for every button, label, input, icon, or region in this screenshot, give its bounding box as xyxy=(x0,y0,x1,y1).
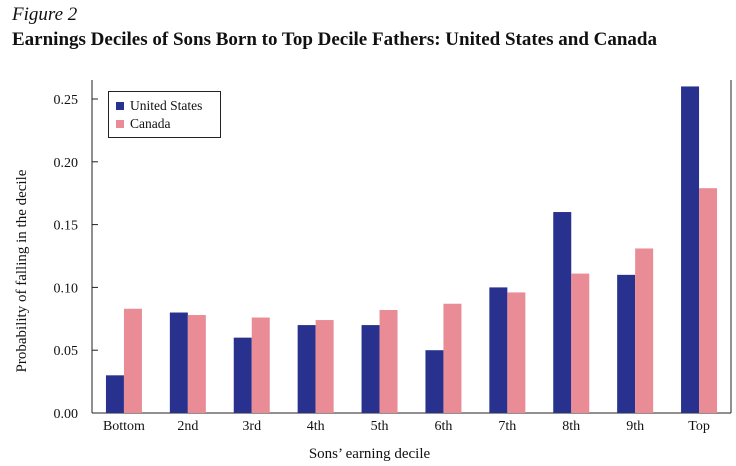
x-tick-label: 6th xyxy=(435,419,453,434)
x-tick-label: 9th xyxy=(626,419,644,434)
legend-label: United States xyxy=(130,98,203,113)
bar-canada-top xyxy=(699,188,718,413)
y-tick-label: 0.20 xyxy=(54,156,79,171)
legend-item-united-states: United States xyxy=(116,97,213,115)
bar-united-states-7th xyxy=(489,287,508,413)
figure-label: Figure 2 xyxy=(12,4,78,25)
bar-canada-3rd xyxy=(251,317,270,413)
bar-canada-2nd xyxy=(187,315,206,413)
bar-canada-5th xyxy=(379,310,398,413)
y-axis-label: Probability of falling in the decile xyxy=(14,169,30,372)
bar-united-states-4th xyxy=(297,325,316,413)
legend-label: Canada xyxy=(130,116,171,131)
legend-swatch-united-states xyxy=(116,102,124,110)
bar-canada-9th xyxy=(635,248,654,413)
y-tick-label: 0.05 xyxy=(54,344,79,359)
x-tick-label: 7th xyxy=(498,419,516,434)
x-tick-label: 8th xyxy=(562,419,580,434)
bar-canada-4th xyxy=(315,320,334,413)
bar-canada-8th xyxy=(571,273,590,413)
bar-canada-7th xyxy=(507,292,526,413)
bar-united-states-bottom xyxy=(105,375,124,413)
chart-title: Earnings Deciles of Sons Born to Top Dec… xyxy=(12,29,657,50)
y-tick-label: 0.25 xyxy=(54,93,79,108)
x-axis-label: Sons’ earning decile xyxy=(309,446,431,462)
bar-united-states-9th xyxy=(617,274,636,413)
bars xyxy=(105,86,718,413)
bar-united-states-5th xyxy=(361,325,380,413)
bar-canada-bottom xyxy=(123,308,142,413)
bar-united-states-3rd xyxy=(233,337,252,413)
y-axis-ticks: 0.00 0.05 0.10 0.15 0.20 0.25 xyxy=(54,93,98,422)
legend: United States Canada xyxy=(108,91,221,138)
x-tick-label: 5th xyxy=(371,419,389,434)
x-tick-label: 3rd xyxy=(242,419,261,434)
y-tick-label: 0.10 xyxy=(54,281,79,296)
y-tick-label: 0.15 xyxy=(54,219,79,234)
bar-united-states-8th xyxy=(553,212,572,413)
bar-united-states-6th xyxy=(425,350,444,413)
x-tick-label: Top xyxy=(688,419,710,434)
x-tick-label: 4th xyxy=(307,419,325,434)
x-tick-label: 2nd xyxy=(177,419,198,434)
bar-united-states-top xyxy=(681,86,700,413)
bar-united-states-2nd xyxy=(169,312,188,413)
legend-swatch-canada xyxy=(116,120,124,128)
x-axis-ticks: Bottom 2nd 3rd 4th 5th 6th 7th 8th 9th Top xyxy=(103,419,710,434)
bar-canada-6th xyxy=(443,303,462,413)
legend-item-canada: Canada xyxy=(116,115,213,133)
y-tick-label: 0.00 xyxy=(54,407,79,422)
x-tick-label: Bottom xyxy=(103,419,145,434)
